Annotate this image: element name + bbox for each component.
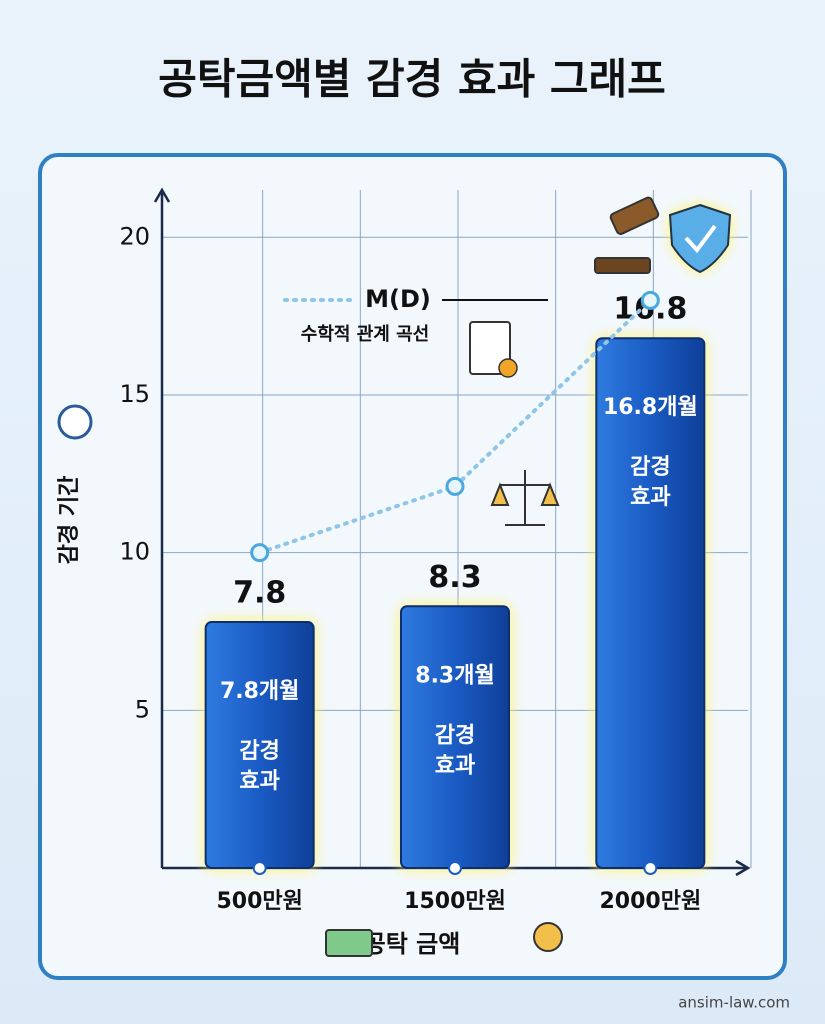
y-axis-arrow xyxy=(153,187,171,203)
money-bag-icon xyxy=(533,922,563,952)
curve-point xyxy=(250,543,270,563)
y-tick-label: 5 xyxy=(135,695,150,723)
axis-dot xyxy=(252,861,267,875)
x-axis-arrow xyxy=(735,859,751,877)
curve-point xyxy=(640,290,660,310)
axis-dot xyxy=(448,861,462,875)
bar-effect-label: 감경 효과 xyxy=(239,739,279,794)
value-label: 8.3 xyxy=(428,560,481,595)
clock-icon xyxy=(57,404,93,440)
curve-point xyxy=(445,476,465,496)
gavel-base xyxy=(594,257,651,274)
y-tick-label: 20 xyxy=(119,222,150,250)
document-icon xyxy=(469,321,511,375)
chart-title: 공탁금액별 감경 효과 그래프 xyxy=(158,55,666,104)
check-icon xyxy=(684,224,717,254)
y-tick-label: 10 xyxy=(119,538,150,566)
bar-effect-label: 감경 효과 xyxy=(435,723,475,778)
legend-name: M(D) xyxy=(365,285,431,313)
bar-inner-label: 8.3개월 xyxy=(415,663,494,688)
legend-label: 수학적 관계 곡선 xyxy=(301,323,429,345)
gavel-head xyxy=(609,196,660,235)
x-tick-label: 1500만원 xyxy=(404,889,506,914)
bar-effect-label: 감경 효과 xyxy=(630,455,670,510)
bar-inner-label: 7.8개월 xyxy=(220,679,299,704)
y-axis-label: 감경 기간 xyxy=(57,476,82,565)
axis-dot xyxy=(643,861,658,875)
seal-icon xyxy=(498,358,518,378)
cash-icon xyxy=(325,929,373,957)
x-tick-label: 500만원 xyxy=(216,889,302,914)
value-label: 7.8 xyxy=(233,576,286,611)
scale-icon xyxy=(490,470,560,526)
x-tick-label: 2000만원 xyxy=(599,889,701,914)
bar-inner-label: 16.8개월 xyxy=(603,395,698,420)
y-tick-label: 15 xyxy=(119,380,150,408)
source: ansim-law.com xyxy=(678,994,790,1012)
shield-icon xyxy=(668,203,732,274)
x-axis-label: 공탁 금액 xyxy=(364,930,461,958)
